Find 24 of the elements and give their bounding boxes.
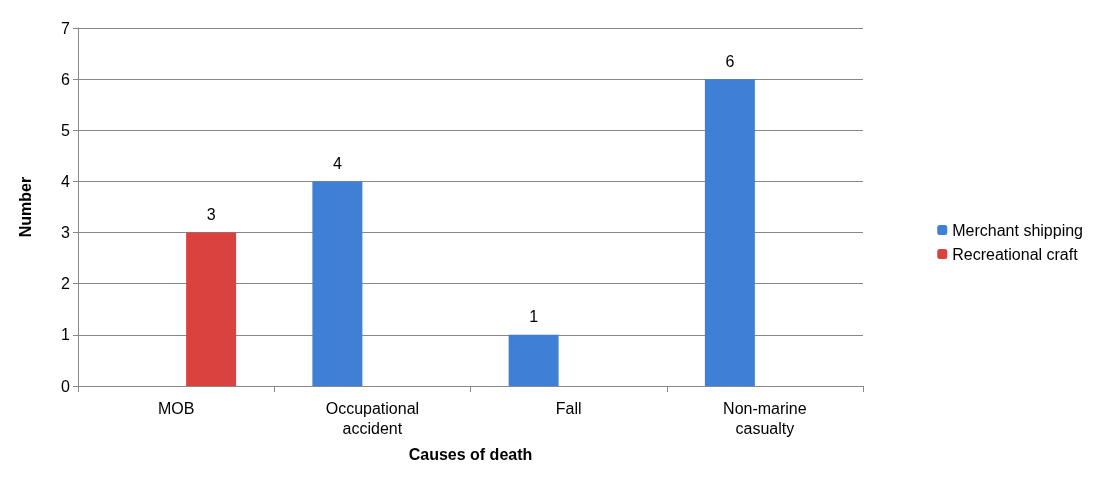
y-axis-title: Number [16, 176, 34, 238]
y-tick-label: 1 [61, 326, 71, 344]
bar [186, 232, 237, 386]
data-label: 1 [529, 308, 539, 326]
data-label: 3 [206, 206, 216, 224]
y-tick-label: 0 [61, 377, 71, 395]
bar [312, 181, 363, 386]
bar [508, 334, 559, 386]
data-label: 4 [332, 154, 342, 172]
x-axis-title: Causes of death [408, 445, 533, 463]
y-tick-label: 3 [61, 224, 71, 242]
y-tick-label: 6 [61, 70, 71, 88]
x-tick-label: MOB [157, 399, 195, 417]
x-tick-label: Occupational accident [325, 399, 420, 437]
legend-label: Merchant shipping [952, 221, 1084, 239]
data-label: 6 [725, 52, 735, 70]
x-tick-label: Fall [555, 399, 582, 417]
x-tick-label: Non-marine casualty [723, 399, 807, 437]
y-tick-label: 7 [61, 19, 71, 37]
y-tick-label: 4 [61, 172, 71, 190]
bar [704, 79, 755, 386]
y-tick-label: 2 [61, 275, 71, 293]
legend-label: Recreational craft [952, 245, 1079, 263]
y-tick-label: 5 [61, 121, 71, 139]
